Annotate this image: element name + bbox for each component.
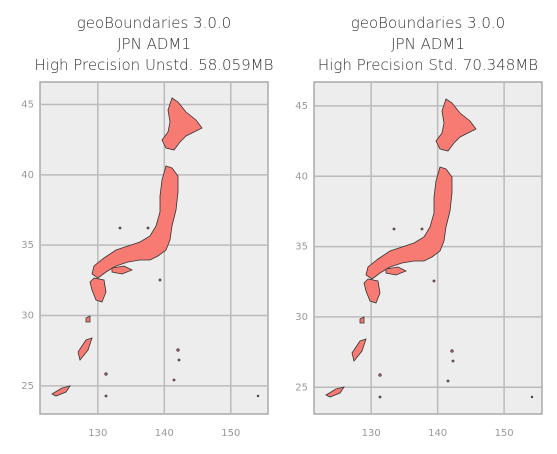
x-tick-label: 130 <box>362 428 381 439</box>
x-tick-label: 150 <box>221 428 240 439</box>
x-tick-label: 140 <box>155 428 174 439</box>
x-tick-label: 140 <box>428 428 447 439</box>
y-tick-label: 40 <box>21 170 34 181</box>
y-tick-label: 25 <box>295 382 308 393</box>
y-tick-label: 25 <box>21 381 34 392</box>
y-tick-label: 40 <box>295 171 308 182</box>
chart-title: geoBoundaries 3.0.0 <box>351 14 505 32</box>
chart-title: JPN ADM1 <box>391 35 465 53</box>
chart-title: JPN ADM1 <box>117 35 191 53</box>
map-panel: geoBoundaries 3.0.0 JPN ADM1 High Precisio… <box>295 14 543 439</box>
x-tick-label: 150 <box>495 428 514 439</box>
chart-title: High Precision Unstd. 58.059MB <box>35 56 274 74</box>
y-tick-label: 45 <box>21 100 34 111</box>
chart-title: geoBoundaries 3.0.0 <box>77 14 231 32</box>
x-tick-label: 130 <box>88 428 107 439</box>
map-panel: geoBoundaries 3.0.0 JPN ADM1 High Precisio… <box>21 14 273 439</box>
y-tick-label: 45 <box>295 101 308 112</box>
y-tick-label: 35 <box>295 242 308 253</box>
y-tick-label: 30 <box>295 312 308 323</box>
y-tick-label: 35 <box>21 240 34 251</box>
chart-title: High Precision Std. 70.348MB <box>318 56 538 74</box>
y-tick-label: 30 <box>21 311 34 322</box>
